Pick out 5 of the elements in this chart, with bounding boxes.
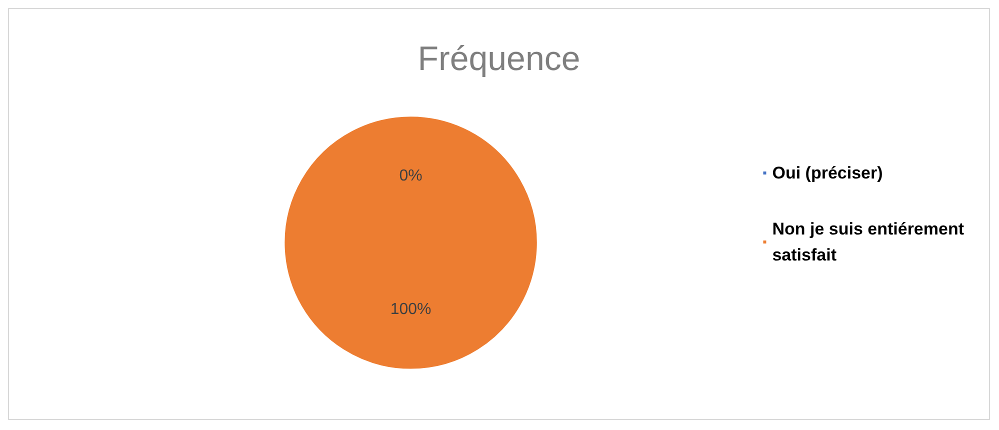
data-label: 100% bbox=[390, 300, 432, 318]
legend-label: Non je suis entiérement satisfait bbox=[772, 220, 964, 264]
chart-title: Fréquence bbox=[418, 40, 580, 78]
legend-label: Oui (préciser) bbox=[772, 164, 883, 182]
text: 0% bbox=[399, 168, 422, 185]
